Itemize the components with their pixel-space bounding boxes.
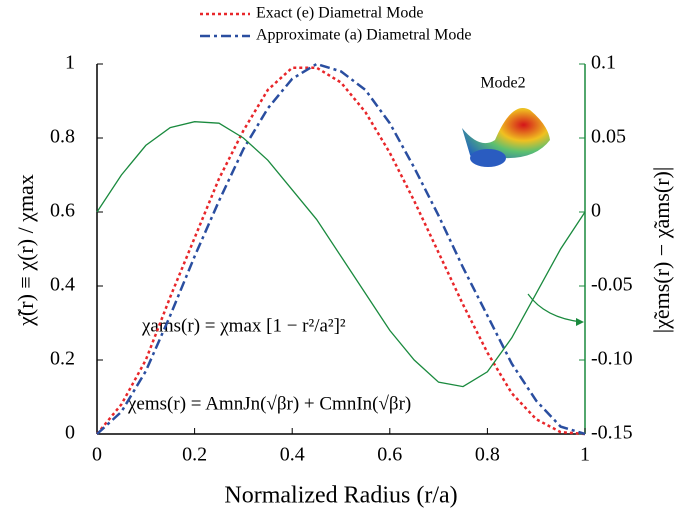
y-tick-label: 0.4 xyxy=(50,274,75,296)
x-tick-label: 0 xyxy=(92,444,102,466)
annotation: Mode2 xyxy=(480,75,525,92)
x-tick-label: 0.6 xyxy=(377,444,402,466)
series-line xyxy=(96,121,586,388)
y-tick-label: 0.6 xyxy=(50,200,75,222)
x-tick-label: 0.2 xyxy=(182,444,207,466)
x-tick-label: 0.4 xyxy=(280,444,305,466)
arrow-head xyxy=(576,318,584,326)
y2-tick-label: -0.05 xyxy=(591,274,633,296)
formula: χams(r) = χmax [1 − r²/a²]² xyxy=(141,315,346,336)
series-line xyxy=(96,62,586,436)
y-tick-label: 0.8 xyxy=(50,126,75,148)
formula: χems(r) = AmnJn(√βr) + CmnIn(√βr) xyxy=(127,393,411,414)
x-tick-label: 1 xyxy=(580,444,590,466)
legend-label: Exact (e) Diametral Mode xyxy=(256,5,423,22)
legend-label: Approximate (a) Diametral Mode xyxy=(256,27,471,44)
mode-shape-icon xyxy=(462,108,550,167)
y2-tick-label: -0.15 xyxy=(591,422,633,444)
y2-tick-label: -0.10 xyxy=(591,348,633,370)
annotation-arrow xyxy=(527,293,583,323)
y2-axis-label: |χ̃ems(r) − χ̃ams(r)| xyxy=(649,167,674,334)
y-tick-label: 0.2 xyxy=(50,348,75,370)
y-axis-label: χ̃(r) ≡ χ(r) / χmax xyxy=(13,174,38,327)
y-tick-label: 0 xyxy=(65,422,75,444)
y2-tick-label: 0.1 xyxy=(591,52,616,74)
y2-tick-label: 0 xyxy=(591,200,601,222)
x-tick-label: 0.8 xyxy=(475,444,500,466)
series-line xyxy=(96,66,586,436)
y-tick-label: 1 xyxy=(65,52,75,74)
x-axis-label: Normalized Radius (r/a) xyxy=(224,483,457,509)
y2-tick-label: 0.05 xyxy=(591,126,626,148)
